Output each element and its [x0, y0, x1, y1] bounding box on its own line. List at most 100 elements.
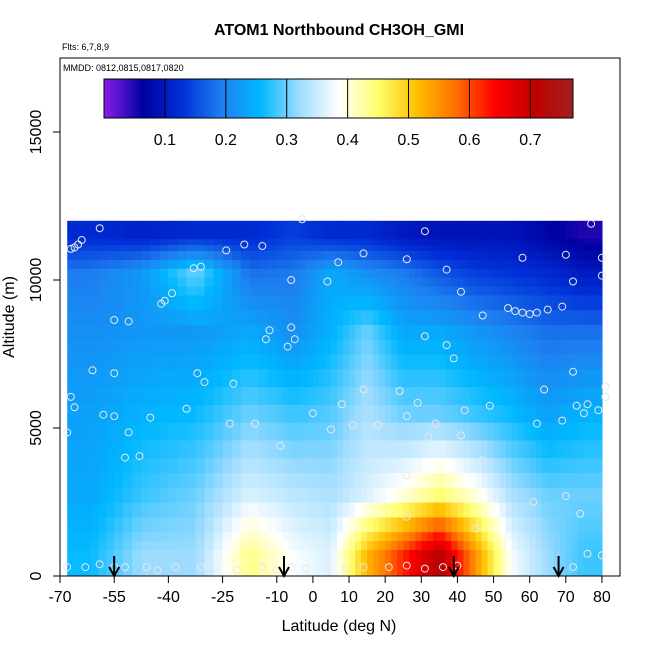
- heatmap-cell: [300, 422, 308, 441]
- heatmap-cell: [141, 285, 151, 296]
- heatmap-cell: [451, 487, 459, 503]
- heatmap-cell: [481, 309, 489, 325]
- heatmap-cell: [475, 244, 483, 251]
- sample-point: [359, 563, 368, 572]
- heatmap-cell: [445, 502, 452, 518]
- heatmap-cell: [222, 487, 233, 503]
- heatmap-cell: [523, 220, 531, 228]
- heatmap-cell: [306, 439, 314, 459]
- heatmap-cell: [123, 226, 133, 234]
- heatmap-cell: [324, 250, 332, 260]
- heatmap-cell: [541, 439, 549, 459]
- heatmap-cell: [288, 549, 296, 559]
- x-tick-label: 40: [449, 589, 467, 606]
- heatmap-cell: [106, 339, 115, 355]
- heatmap-cell: [409, 339, 416, 355]
- heatmap-cell: [240, 285, 251, 296]
- heatmap-cell: [535, 259, 543, 269]
- heatmap-cell: [553, 354, 561, 370]
- heatmap-cell: [204, 250, 215, 260]
- heatmap-cell: [397, 422, 404, 441]
- heatmap-cell: [318, 294, 326, 311]
- heatmap-cell: [114, 472, 124, 488]
- heatmap-cell: [565, 422, 573, 441]
- heatmap-cell: [499, 404, 507, 423]
- heatmap-cell: [379, 404, 386, 423]
- heatmap-cell: [385, 220, 392, 228]
- heatmap-cell: [547, 422, 555, 441]
- heatmap-cell: [240, 404, 251, 423]
- heatmap-cell: [213, 324, 224, 340]
- sample-point: [168, 289, 176, 298]
- heatmap-cell: [595, 439, 603, 459]
- heatmap-cell: [114, 487, 124, 503]
- heatmap-cell: [415, 558, 422, 568]
- heatmap-cell: [391, 439, 398, 459]
- heatmap-cell: [249, 549, 260, 559]
- heatmap-cell: [159, 368, 169, 388]
- heatmap-cell: [469, 549, 477, 559]
- heatmap-cell: [98, 516, 107, 533]
- heatmap-cell: [114, 226, 124, 234]
- heatmap-cell: [547, 558, 555, 568]
- heatmap-cell: [547, 244, 555, 251]
- heatmap-cell: [595, 309, 603, 325]
- heatmap-cell: [565, 354, 573, 370]
- heatmap-cell: [481, 516, 489, 533]
- heatmap-cell: [90, 324, 100, 340]
- heatmap-cell: [379, 232, 386, 240]
- heatmap-cell: [559, 294, 567, 311]
- heatmap-cell: [132, 368, 142, 388]
- heatmap-cell: [445, 244, 452, 251]
- heatmap-cell: [349, 516, 356, 533]
- heatmap-cell: [409, 457, 416, 473]
- heatmap-cell: [373, 540, 380, 550]
- heatmap-cell: [159, 285, 169, 296]
- heatmap-cell: [583, 567, 591, 576]
- heatmap-cell: [282, 404, 290, 423]
- heatmap-cell: [204, 232, 215, 240]
- heatmap-cell: [231, 354, 242, 370]
- heatmap-cell: [583, 238, 591, 246]
- heatmap-cell: [204, 439, 215, 459]
- heatmap-cell: [123, 516, 133, 533]
- heatmap-cell: [379, 549, 386, 559]
- heatmap-cell: [553, 540, 561, 550]
- heatmap-cell: [517, 531, 525, 542]
- heatmap-cell: [415, 339, 422, 355]
- heatmap-cell: [457, 487, 465, 503]
- heatmap-cell: [361, 516, 368, 533]
- sample-point: [594, 406, 603, 415]
- heatmap-cell: [505, 285, 513, 296]
- heatmap-cell: [523, 487, 531, 503]
- heatmap-cell: [367, 226, 374, 234]
- heatmap-cell: [415, 567, 422, 576]
- heatmap-cell: [231, 324, 242, 340]
- heatmap-cell: [231, 294, 242, 311]
- heatmap-cell: [168, 502, 179, 518]
- heatmap-cell: [373, 567, 380, 576]
- heatmap-cell: [213, 232, 224, 240]
- heatmap-cell: [559, 244, 567, 251]
- heatmap-cell: [318, 259, 326, 269]
- heatmap-cell: [385, 354, 392, 370]
- heatmap-cell: [463, 232, 471, 240]
- colorbar-tick-label: 0.4: [337, 132, 359, 149]
- heatmap-cell: [294, 277, 302, 287]
- heatmap-cell: [595, 244, 603, 251]
- heatmap-cell: [82, 232, 92, 240]
- sample-point: [587, 219, 596, 228]
- heatmap-cell: [249, 339, 260, 355]
- heatmap-cell: [373, 472, 380, 488]
- heatmap-cell: [475, 277, 483, 287]
- heatmap-cell: [141, 540, 151, 550]
- heatmap-cell: [523, 238, 531, 246]
- sample-point: [265, 326, 274, 335]
- heatmap-cell: [123, 558, 133, 568]
- heatmap-cell: [577, 339, 585, 355]
- heatmap-cell: [98, 567, 107, 576]
- heatmap-cell: [541, 540, 549, 550]
- heatmap-cell: [415, 439, 422, 459]
- sample-point: [558, 416, 567, 425]
- heatmap-cell: [439, 531, 446, 542]
